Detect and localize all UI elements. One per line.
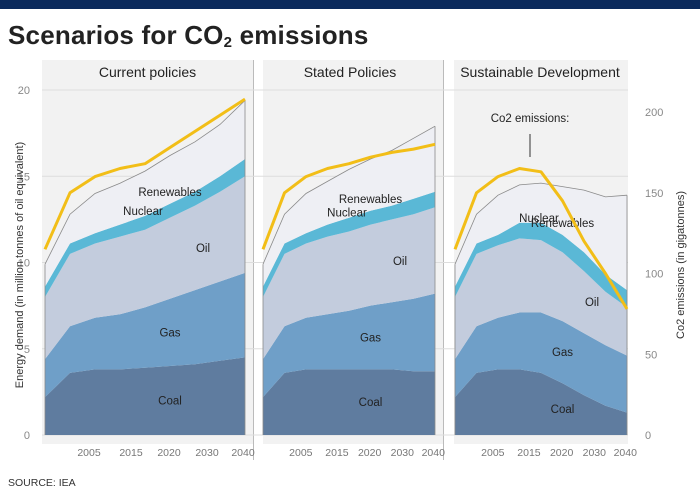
label-gas: Gas [552, 347, 573, 359]
label-oil: Oil [196, 243, 210, 255]
panel-gutter [28, 60, 42, 450]
area-renewables-panel-1 [45, 100, 245, 287]
label-nuclear: Nuclear [519, 213, 559, 225]
co2-line-panel-2 [261, 142, 436, 250]
y-axis-label: Energy demand (in million tonnes of oil … [14, 142, 26, 388]
x-tick-label: 2020 [550, 447, 574, 459]
x-tick-label: 2015 [517, 447, 541, 459]
area-nuclear-panel-1 [45, 159, 245, 297]
chart-title: Scenarios for CO2 emissions [8, 20, 369, 51]
title-text: Scenarios for CO [8, 20, 224, 50]
x-tick-label: 2015 [119, 447, 143, 459]
source-note: SOURCE: IEA [8, 477, 76, 489]
x-tick-label: 2040 [231, 447, 255, 459]
area-renewables-panel-2 [263, 126, 435, 287]
x-tick-label: 2015 [325, 447, 349, 459]
area-nuclear-panel-3 [455, 222, 627, 308]
area-nuclear-panel-2 [263, 191, 435, 297]
area-gas-panel-3 [455, 312, 627, 413]
panel-title-1: Current policies [99, 64, 196, 80]
total-outline-panel-2 [262, 125, 436, 265]
area-gas-panel-2 [263, 293, 435, 398]
area-oil-panel-2 [263, 207, 435, 360]
label-nuclear: Nuclear [327, 208, 367, 220]
panel-gutter [628, 60, 638, 450]
y2-tick-label: 200 [645, 107, 663, 119]
y-tick-label: 15 [18, 171, 30, 183]
x-tick-label: 2030 [391, 447, 415, 459]
y2-tick-label: 50 [645, 349, 657, 361]
x-tick-label: 2020 [157, 447, 181, 459]
x-tick-label: 2020 [358, 447, 382, 459]
x-tick-label: 2040 [422, 447, 446, 459]
label-nuclear: Nuclear [123, 206, 163, 218]
x-tick-label: 2030 [583, 447, 607, 459]
label-renewables: Renewables [138, 187, 202, 199]
label-oil: Oil [585, 297, 599, 309]
y-tick-label: 5 [24, 344, 30, 356]
label-renewables: Renewables [339, 194, 403, 206]
y2-tick-label: 100 [645, 269, 663, 281]
area-coal-panel-3 [455, 369, 627, 435]
y2-axis-label: Co2 emissions (in gigatonnes) [675, 191, 687, 339]
label-coal: Coal [551, 404, 575, 416]
area-coal-panel-1 [45, 357, 245, 435]
y-tick-label: 0 [24, 430, 30, 442]
label-gas: Gas [360, 333, 381, 345]
y-tick-label: 20 [18, 85, 30, 97]
area-oil-panel-3 [455, 238, 627, 360]
panel-gutter [443, 60, 454, 450]
y2-tick-label: 0 [645, 430, 651, 442]
label-gas: Gas [159, 327, 180, 339]
panel-gutter [253, 60, 263, 450]
area-gas-panel-1 [45, 272, 245, 398]
co2-line-panel-3 [453, 167, 629, 310]
label-coal: Coal [158, 396, 182, 408]
x-tick-label: 2030 [195, 447, 219, 459]
x-tick-label: 2005 [289, 447, 313, 459]
total-outline-panel-1 [44, 100, 246, 265]
title-text-rest: emissions [232, 20, 369, 50]
y-tick-label: 10 [18, 258, 30, 270]
label-oil: Oil [393, 256, 407, 268]
x-tick-label: 2005 [77, 447, 101, 459]
panel-title-3: Sustainable Development [460, 64, 620, 80]
panel-title-2: Stated Policies [304, 64, 397, 80]
area-renewables-panel-3 [455, 183, 627, 291]
x-tick-label: 2005 [481, 447, 505, 459]
co2-annotation: Co2 emissions: [491, 113, 570, 125]
total-outline-panel-3 [454, 182, 628, 265]
top-bar [0, 0, 700, 9]
x-tick-label: 2040 [614, 447, 638, 459]
label-coal: Coal [359, 397, 383, 409]
title-subscript: 2 [223, 34, 233, 51]
label-renewables: Renewables [531, 218, 595, 230]
area-coal-panel-2 [263, 369, 435, 435]
area-oil-panel-1 [45, 176, 245, 360]
y2-tick-label: 150 [645, 188, 663, 200]
co2-line-panel-1 [43, 97, 246, 250]
